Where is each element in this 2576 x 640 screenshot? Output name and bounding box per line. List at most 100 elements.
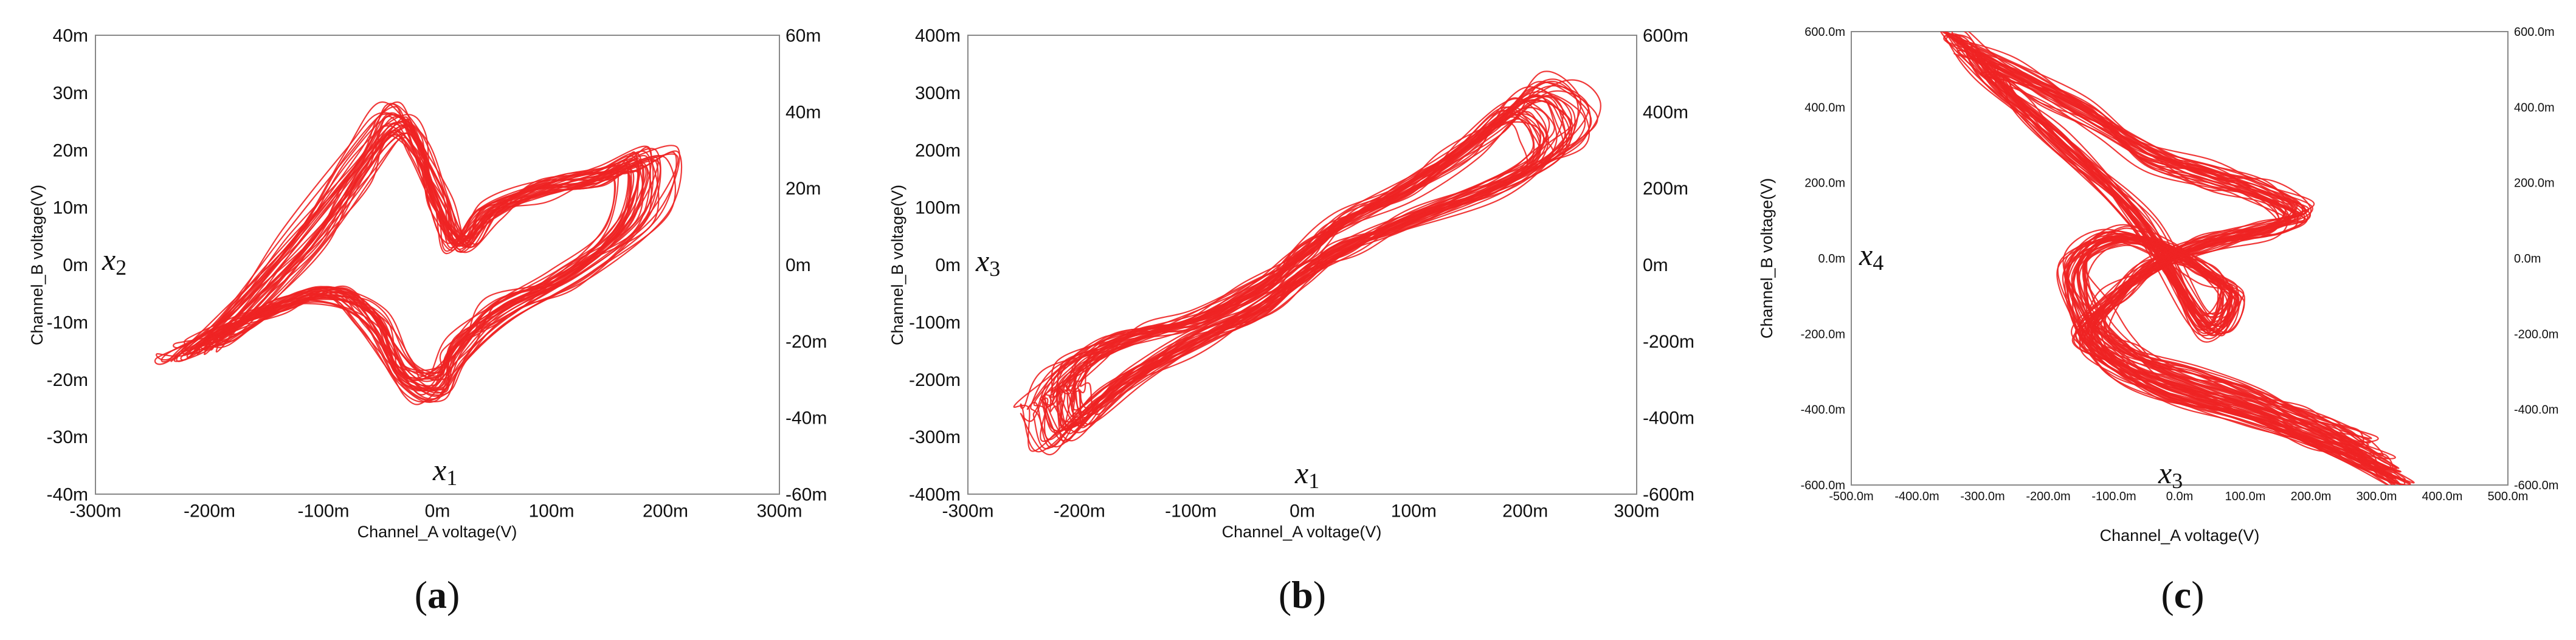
x-tick-label: 200.0m xyxy=(2291,490,2332,503)
attractor-trajectory xyxy=(1048,99,1573,433)
x-tick-label: 100m xyxy=(528,501,574,521)
right-tick-label: 200m xyxy=(1643,179,1688,199)
right-tick-label: 40m xyxy=(786,102,821,122)
right-tick-label: -400.0m xyxy=(2514,404,2558,417)
panel-b: 400m300m200m100m0m-100m-200m-300m-400m60… xyxy=(888,26,1694,617)
x-tick-label: 400.0m xyxy=(2422,490,2463,503)
y-tick-label: 0m xyxy=(63,255,88,275)
x-tick-label: 0m xyxy=(1290,501,1315,521)
right-tick-label: -200.0m xyxy=(2514,328,2558,341)
x-tick-label: -200.0m xyxy=(2026,490,2070,503)
x-tick-label: 200m xyxy=(1502,501,1548,521)
ticks-b: 400m300m200m100m0m-100m-200m-300m-400m60… xyxy=(909,26,1694,521)
y-tick-label: 400m xyxy=(915,26,961,46)
panel-a: 40m 30m 20m 10m 0m -10m -20m -30m -40m 60m 40m 20m 0… xyxy=(28,26,827,617)
attractor-trajectory xyxy=(1941,32,2411,485)
xlabel-c: Channel_A voltage(V) xyxy=(2100,526,2260,545)
attractor-trajectory xyxy=(1977,57,2389,459)
y-tick-label: 40m xyxy=(53,26,88,46)
right-tick-label: -60m xyxy=(786,485,827,505)
attractor-trajectory xyxy=(1946,34,2395,484)
var-y-c: x4 xyxy=(1859,238,1884,275)
panel-c: 600.0m 400.0m 200.0m 0.0m -200.0m -400.0m -600… xyxy=(1758,26,2558,616)
attractor-trajectory xyxy=(1079,106,1541,409)
right-tick-label: 0m xyxy=(786,255,811,275)
attractor-c xyxy=(1940,32,2415,485)
x-tick-label: -100m xyxy=(1165,501,1217,521)
y-tick-label: 30m xyxy=(53,83,88,103)
y-tick-label: -300m xyxy=(909,427,961,447)
x-tick-label: -100m xyxy=(297,501,349,521)
ylabel-b: Channel_B voltage(V) xyxy=(888,185,906,345)
x-tick-label: -300.0m xyxy=(1960,490,2005,503)
y-tick-label: 20m xyxy=(53,140,88,160)
y-tick-label: 300m xyxy=(915,83,961,103)
y-tick-label: -600.0m xyxy=(1801,479,1845,492)
right-tick-label: -600m xyxy=(1643,485,1694,505)
y-tick-label: -400.0m xyxy=(1801,404,1845,417)
attractor-trajectory xyxy=(1041,86,1564,432)
ylabel-c: Channel_B voltage(V) xyxy=(1758,178,1776,339)
x-tick-label: -300m xyxy=(942,501,993,521)
right-tick-label: -200m xyxy=(1643,332,1694,352)
right-tick-label: 60m xyxy=(786,26,821,46)
x-tick-label: -100.0m xyxy=(2091,490,2136,503)
ticks-a: 40m 30m 20m 10m 0m -10m -20m -30m -40m 60m 40m 20m 0… xyxy=(47,26,827,521)
ylabel-a: Channel_B voltage(V) xyxy=(28,185,46,345)
right-tick-label: 400.0m xyxy=(2514,101,2555,114)
x-tick-label: 300.0m xyxy=(2357,490,2397,503)
attractor-trajectory xyxy=(1052,95,1564,428)
right-tick-label: -20m xyxy=(786,332,827,352)
attractor-trajectory xyxy=(216,124,639,381)
y-tick-label: -10m xyxy=(47,312,88,332)
y-tick-label: -20m xyxy=(47,370,88,390)
attractor-trajectory xyxy=(173,103,679,403)
x-tick-label: 300m xyxy=(756,501,802,521)
y-tick-label: 200.0m xyxy=(1804,177,1845,190)
attractor-trajectory xyxy=(1067,111,1554,428)
y-tick-label: 200m xyxy=(915,140,961,160)
var-x-b: x1 xyxy=(1294,456,1319,493)
right-tick-label: 600m xyxy=(1643,26,1688,46)
y-tick-label: -200m xyxy=(909,370,961,390)
right-tick-label: 0.0m xyxy=(2514,252,2541,266)
x-tick-label: -400.0m xyxy=(1894,490,1939,503)
right-tick-label: -40m xyxy=(786,408,827,428)
y-tick-label: -100m xyxy=(909,312,961,332)
xlabel-b: Channel_A voltage(V) xyxy=(1222,523,1382,541)
attractor-trajectory xyxy=(1969,43,2400,469)
x-tick-label: -300m xyxy=(69,501,121,521)
y-tick-label: 400.0m xyxy=(1804,101,1845,114)
attractor-trajectory xyxy=(1985,67,2371,444)
right-tick-label: 200.0m xyxy=(2514,177,2555,190)
right-tick-label: -400m xyxy=(1643,408,1694,428)
x-tick-label: 0.0m xyxy=(2166,490,2193,503)
x-tick-label: 300m xyxy=(1614,501,1659,521)
y-tick-label: -400m xyxy=(909,485,961,505)
x-tick-label: 100m xyxy=(1391,501,1437,521)
attractor-trajectory xyxy=(1984,63,2384,456)
right-tick-label: 0m xyxy=(1643,255,1668,275)
y-tick-label: 600.0m xyxy=(1804,26,1845,39)
caption-a: (a) xyxy=(415,573,460,616)
x-tick-label: 200m xyxy=(643,501,688,521)
x-tick-label: -200m xyxy=(1054,501,1105,521)
x-tick-label: -200m xyxy=(184,501,235,521)
attractor-trajectory xyxy=(1060,112,1541,432)
y-tick-label: 0.0m xyxy=(1818,252,1845,266)
y-tick-label: -40m xyxy=(47,485,88,505)
y-tick-label: 100m xyxy=(915,198,961,218)
var-y-a: x2 xyxy=(102,243,126,280)
right-tick-label: 600.0m xyxy=(2514,26,2555,39)
attractor-trajectory xyxy=(173,106,652,390)
var-x-c: x3 xyxy=(2158,456,2183,493)
y-tick-label: 0m xyxy=(935,255,961,275)
y-tick-label: 10m xyxy=(53,198,88,218)
y-tick-label: -30m xyxy=(47,427,88,447)
attractor-b xyxy=(1013,71,1601,455)
attractor-trajectory xyxy=(156,101,680,405)
attractor-a xyxy=(154,101,683,405)
attractor-trajectory xyxy=(1954,38,2406,480)
right-tick-label: 400m xyxy=(1643,102,1688,122)
right-tick-label: 20m xyxy=(786,179,821,199)
